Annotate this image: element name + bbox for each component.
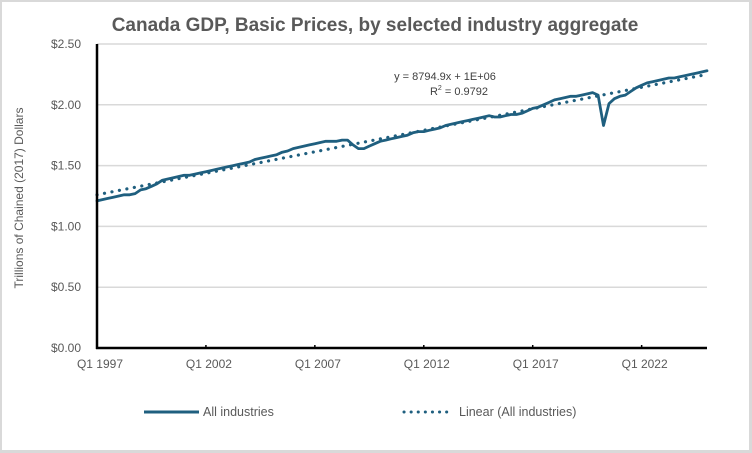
legend-label-all-industries: All industries xyxy=(203,405,274,419)
r-squared-r: R xyxy=(430,86,438,98)
x-tick-label: Q1 2002 xyxy=(186,357,232,371)
r-squared-sup: 2 xyxy=(438,85,442,92)
y-axis-ticks: $0.00 $0.50 $1.00 $1.50 $2.00 $2.50 xyxy=(51,37,81,355)
x-tick-label: Q1 2012 xyxy=(404,357,450,371)
chart-title: Canada GDP, Basic Prices, by selected in… xyxy=(112,15,639,36)
y-tick-label: $2.00 xyxy=(51,98,81,112)
x-tick-label: Q1 2022 xyxy=(622,357,668,371)
y-tick-label: $0.50 xyxy=(51,280,81,294)
legend: All industries Linear (All industries) xyxy=(144,405,576,419)
r-squared-label: R2 = 0.9792 xyxy=(430,85,488,98)
trendline-linear xyxy=(95,72,709,197)
x-tick-label: Q1 1997 xyxy=(77,357,123,371)
y-axis-label: Trillions of Chained (2017) Dollars xyxy=(12,108,26,289)
x-tick-label: Q1 2017 xyxy=(513,357,559,371)
series-group xyxy=(95,69,709,203)
gridlines xyxy=(97,43,707,288)
legend-label-linear: Linear (All industries) xyxy=(459,405,576,419)
y-tick-label: $1.00 xyxy=(51,219,81,233)
x-axis-ticks: Q1 1997 Q1 2002 Q1 2007 Q1 2012 Q1 2017 Q1 20… xyxy=(77,345,668,371)
y-tick-label: $0.00 xyxy=(51,341,81,355)
trendline-equation: y = 8794.9x + 1E+06 xyxy=(394,71,496,83)
series-line-all-industries xyxy=(95,69,709,203)
x-tick-label: Q1 2007 xyxy=(295,357,341,371)
y-tick-label: $2.50 xyxy=(51,37,81,51)
y-tick-label: $1.50 xyxy=(51,159,81,173)
r-squared-value: = 0.9792 xyxy=(442,86,488,98)
